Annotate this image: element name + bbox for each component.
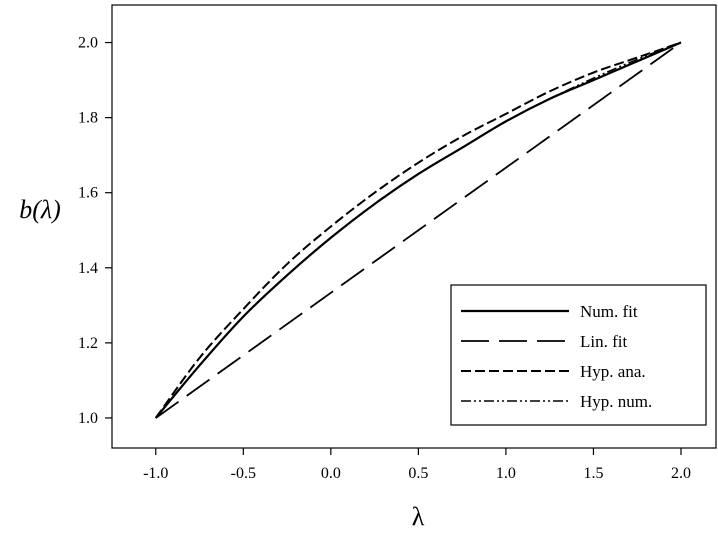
legend-label: Lin. fit [580,332,627,351]
y-tick-label: 2.0 [78,35,98,52]
series-line-hyp-ana [154,41,682,419]
y-tick-label: 1.0 [78,410,98,427]
legend-box [450,284,707,426]
x-tick-label: 1.5 [583,465,603,482]
legend-label: Hyp. ana. [580,362,646,381]
x-tick-label: 1.0 [496,465,516,482]
series-line-hyp-num [155,41,682,419]
y-axis-label: b(λ) [19,195,61,224]
legend-label: Num. fit [580,302,638,321]
series-line-lin-fit [155,41,682,419]
y-tick-label: 1.8 [78,110,98,127]
legend-label: Hyp. num. [580,392,652,411]
x-tick-label: 2.0 [671,465,691,482]
x-tick-label: -0.5 [231,465,256,482]
x-tick-label: 0.0 [321,465,341,482]
x-tick-label: 0.5 [408,465,428,482]
y-tick-label: 1.6 [78,185,98,202]
x-tick-label: -1.0 [143,465,168,482]
plot-frame [111,4,717,449]
y-tick-label: 1.2 [78,335,98,352]
x-axis-label: λ [412,502,425,531]
y-tick-label: 1.4 [78,260,98,277]
